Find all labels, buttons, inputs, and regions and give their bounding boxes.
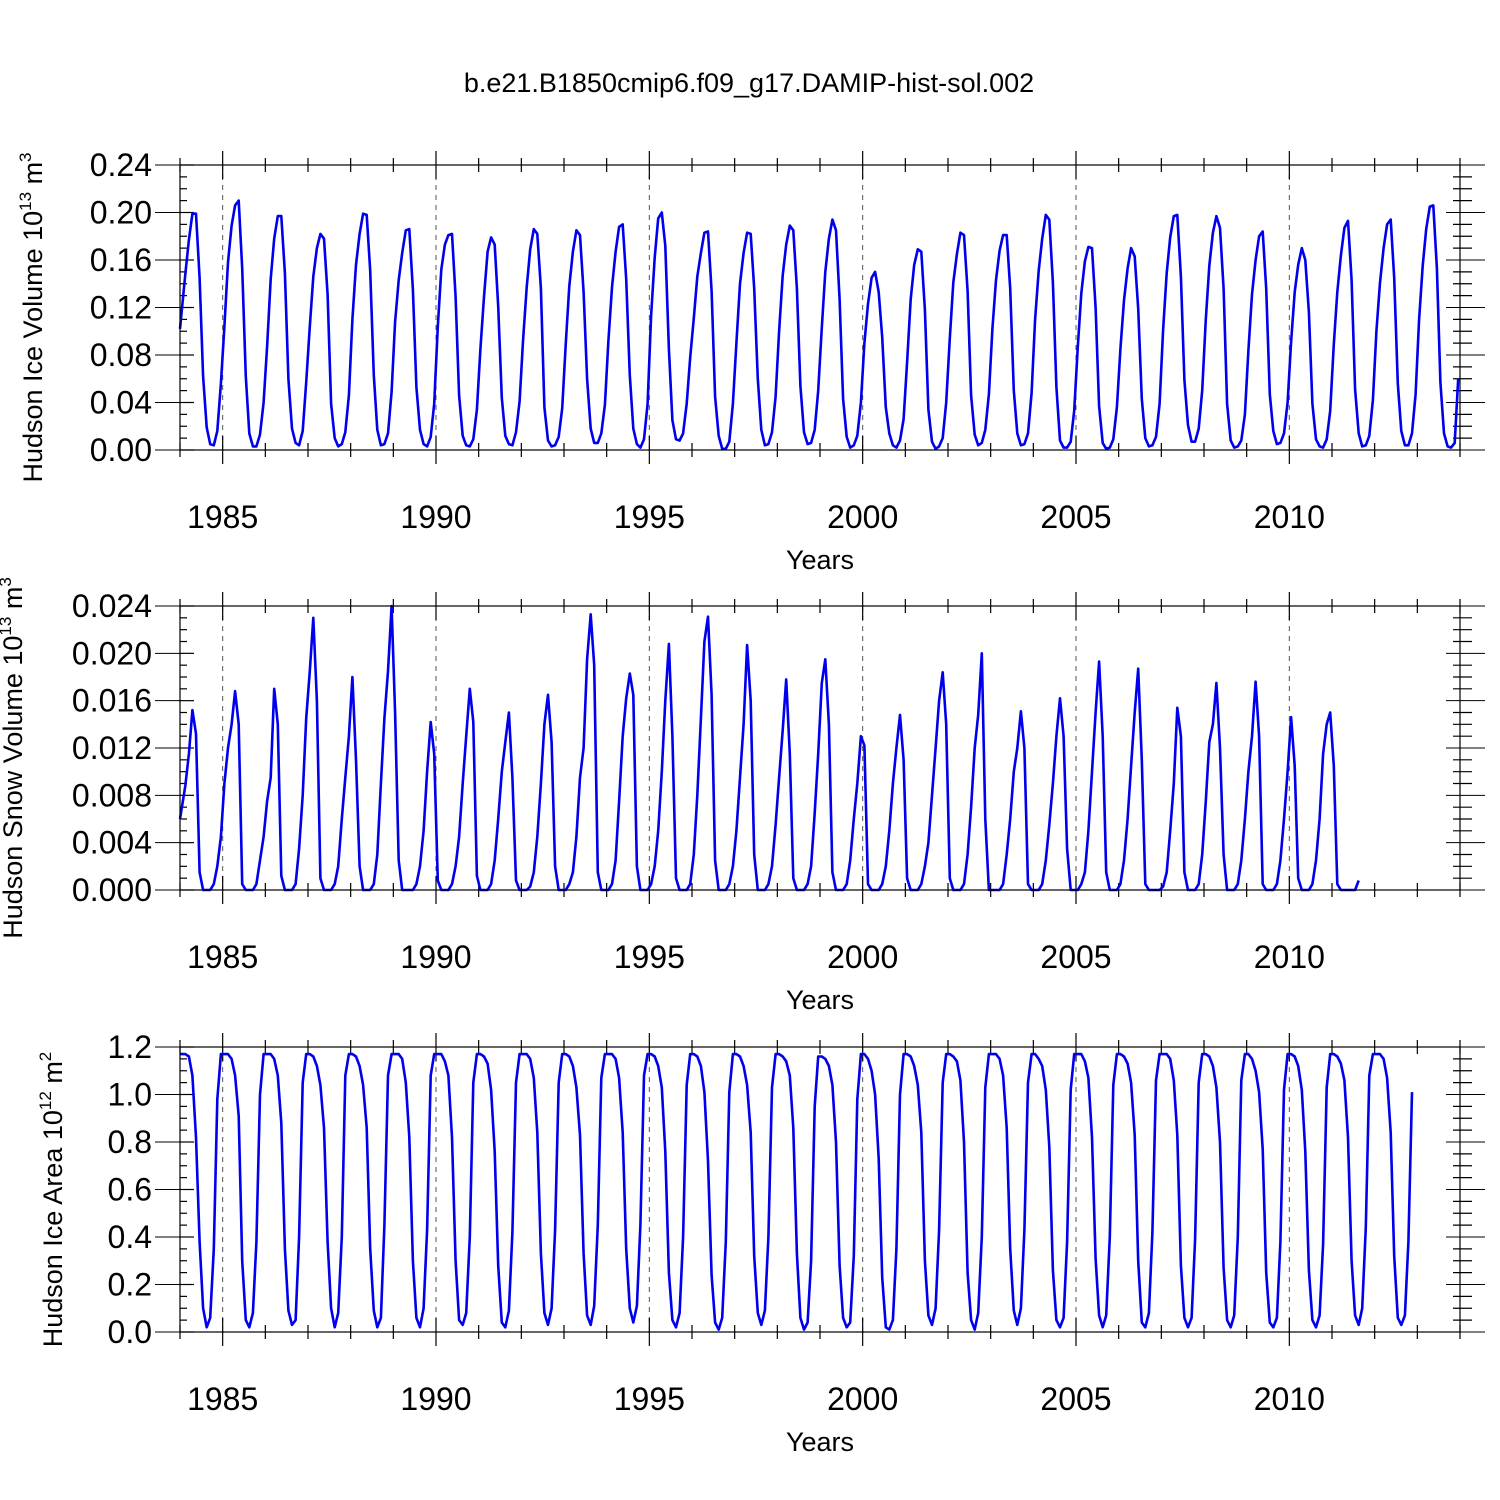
ice-volume-x-tick-label: 1985 [187,499,258,535]
ice-area-y-tick-label: 1.0 [108,1077,152,1113]
ice-area-x-tick-label: 1985 [187,1381,258,1417]
ice-volume-x-tick-label: 1995 [614,499,685,535]
snow-volume-x-tick-label: 2005 [1040,939,1111,975]
ice-area-x-tick-label: 1995 [614,1381,685,1417]
snow-volume-y-tick-label: 0.024 [72,588,152,624]
snow-volume-ylabel-unit: m [0,587,28,617]
snow-volume-x-tick-label: 2010 [1254,939,1325,975]
snow-volume-plot-frame [179,605,1461,891]
ice-area-x-axis-label: Years [786,1427,854,1457]
ice-area-y-axis-label: Hudson Ice Area 1012 m2 [36,1052,68,1348]
ice-area-series-line [180,1052,1414,1331]
ice-volume-x-tick-label: 1990 [400,499,471,535]
ice-volume-y-tick-label: 0.24 [90,147,152,183]
ice-area-x-tick-label: 2005 [1040,1381,1111,1417]
ice-volume-series-line [178,199,1460,451]
ice-area-plot-frame [179,1046,1461,1333]
panel-snow-volume: 1985 1990 1995 2000 2005 2010 0.000 0.004 0.008 0… [0,577,1485,1015]
ice-area-ylabel-unit-exp: 2 [36,1052,55,1061]
snow-volume-y-tick-label: 0.000 [72,872,152,908]
snow-volume-x-axis-label: Years [786,985,854,1015]
ice-volume-y-tick-label: 0.16 [90,242,152,278]
snow-volume-y-tick-label: 0.016 [72,683,152,719]
ice-area-x-tick-label: 1990 [400,1381,471,1417]
snow-volume-ylabel-main: Hudson Snow Volume 10 [0,636,28,939]
ice-area-y-tick-label: 1.2 [108,1029,152,1065]
ice-volume-y-tick-label: 0.04 [90,385,152,421]
ice-volume-ylabel-unit-exp: 3 [16,152,35,161]
snow-volume-x-tick-label: 1990 [400,939,471,975]
snow-volume-y-tick-label: 0.008 [72,777,152,813]
ice-volume-y-tick-label: 0.20 [90,195,152,231]
ice-volume-x-tick-label: 2010 [1254,499,1325,535]
snow-volume-y-axis-label: Hudson Snow Volume 1013 m3 [0,577,28,939]
ice-area-y-tick-label: 0.4 [108,1219,152,1255]
ice-area-y-tick-label: 0.2 [108,1267,152,1303]
ice-volume-plot-frame [179,164,1461,451]
snow-volume-x-tick-label: 1985 [187,939,258,975]
ice-volume-ylabel-unit: m [18,162,48,192]
ice-volume-y-tick-label: 0.00 [90,432,152,468]
ice-area-x-tick-label: 2010 [1254,1381,1325,1417]
snow-volume-series-line [178,604,1360,892]
ice-volume-y-tick-label: 0.12 [90,290,152,326]
ice-volume-x-tick-label: 2000 [827,499,898,535]
ice-volume-y-axis-label: Hudson Ice Volume 1013 m3 [16,152,48,482]
snow-volume-x-tick-label: 1995 [614,939,685,975]
snow-volume-x-tick-label: 2000 [827,939,898,975]
panel-ice-area: 1985 1990 1995 2000 2005 2010 0.0 0.2 0.4 0.6 0.8 1… [36,1029,1485,1457]
ice-volume-x-tick-label: 2005 [1040,499,1111,535]
ice-area-y-tick-label: 0.0 [108,1314,152,1350]
snow-volume-y-tick-label: 0.004 [72,825,152,861]
ice-area-ylabel-unit: m [38,1061,68,1091]
ice-volume-x-axis-label: Years [786,545,854,575]
ice-area-y-tick-label: 0.6 [108,1172,152,1208]
ice-volume-ylabel-main: Hudson Ice Volume 10 [18,211,48,483]
snow-volume-ylabel-unit-exp: 3 [0,577,15,586]
ice-area-ylabel-exp: 12 [36,1091,55,1110]
chart-title: b.e21.B1850cmip6.f09_g17.DAMIP-hist-sol.… [464,68,1034,98]
ice-area-y-tick-label: 0.8 [108,1124,152,1160]
snow-volume-y-tick-label: 0.020 [72,635,152,671]
ice-volume-y-tick-label: 0.08 [90,337,152,373]
ice-area-x-tick-label: 2000 [827,1381,898,1417]
snow-volume-y-tick-label: 0.012 [72,730,152,766]
panel-ice-volume: 1985 1990 1995 2000 2005 2010 0.00 0.04 0.08 0.12… [16,147,1485,575]
ice-volume-ylabel-exp: 13 [16,192,35,211]
ice-area-ylabel-main: Hudson Ice Area 10 [38,1110,68,1347]
snow-volume-ylabel-exp: 13 [0,617,15,636]
